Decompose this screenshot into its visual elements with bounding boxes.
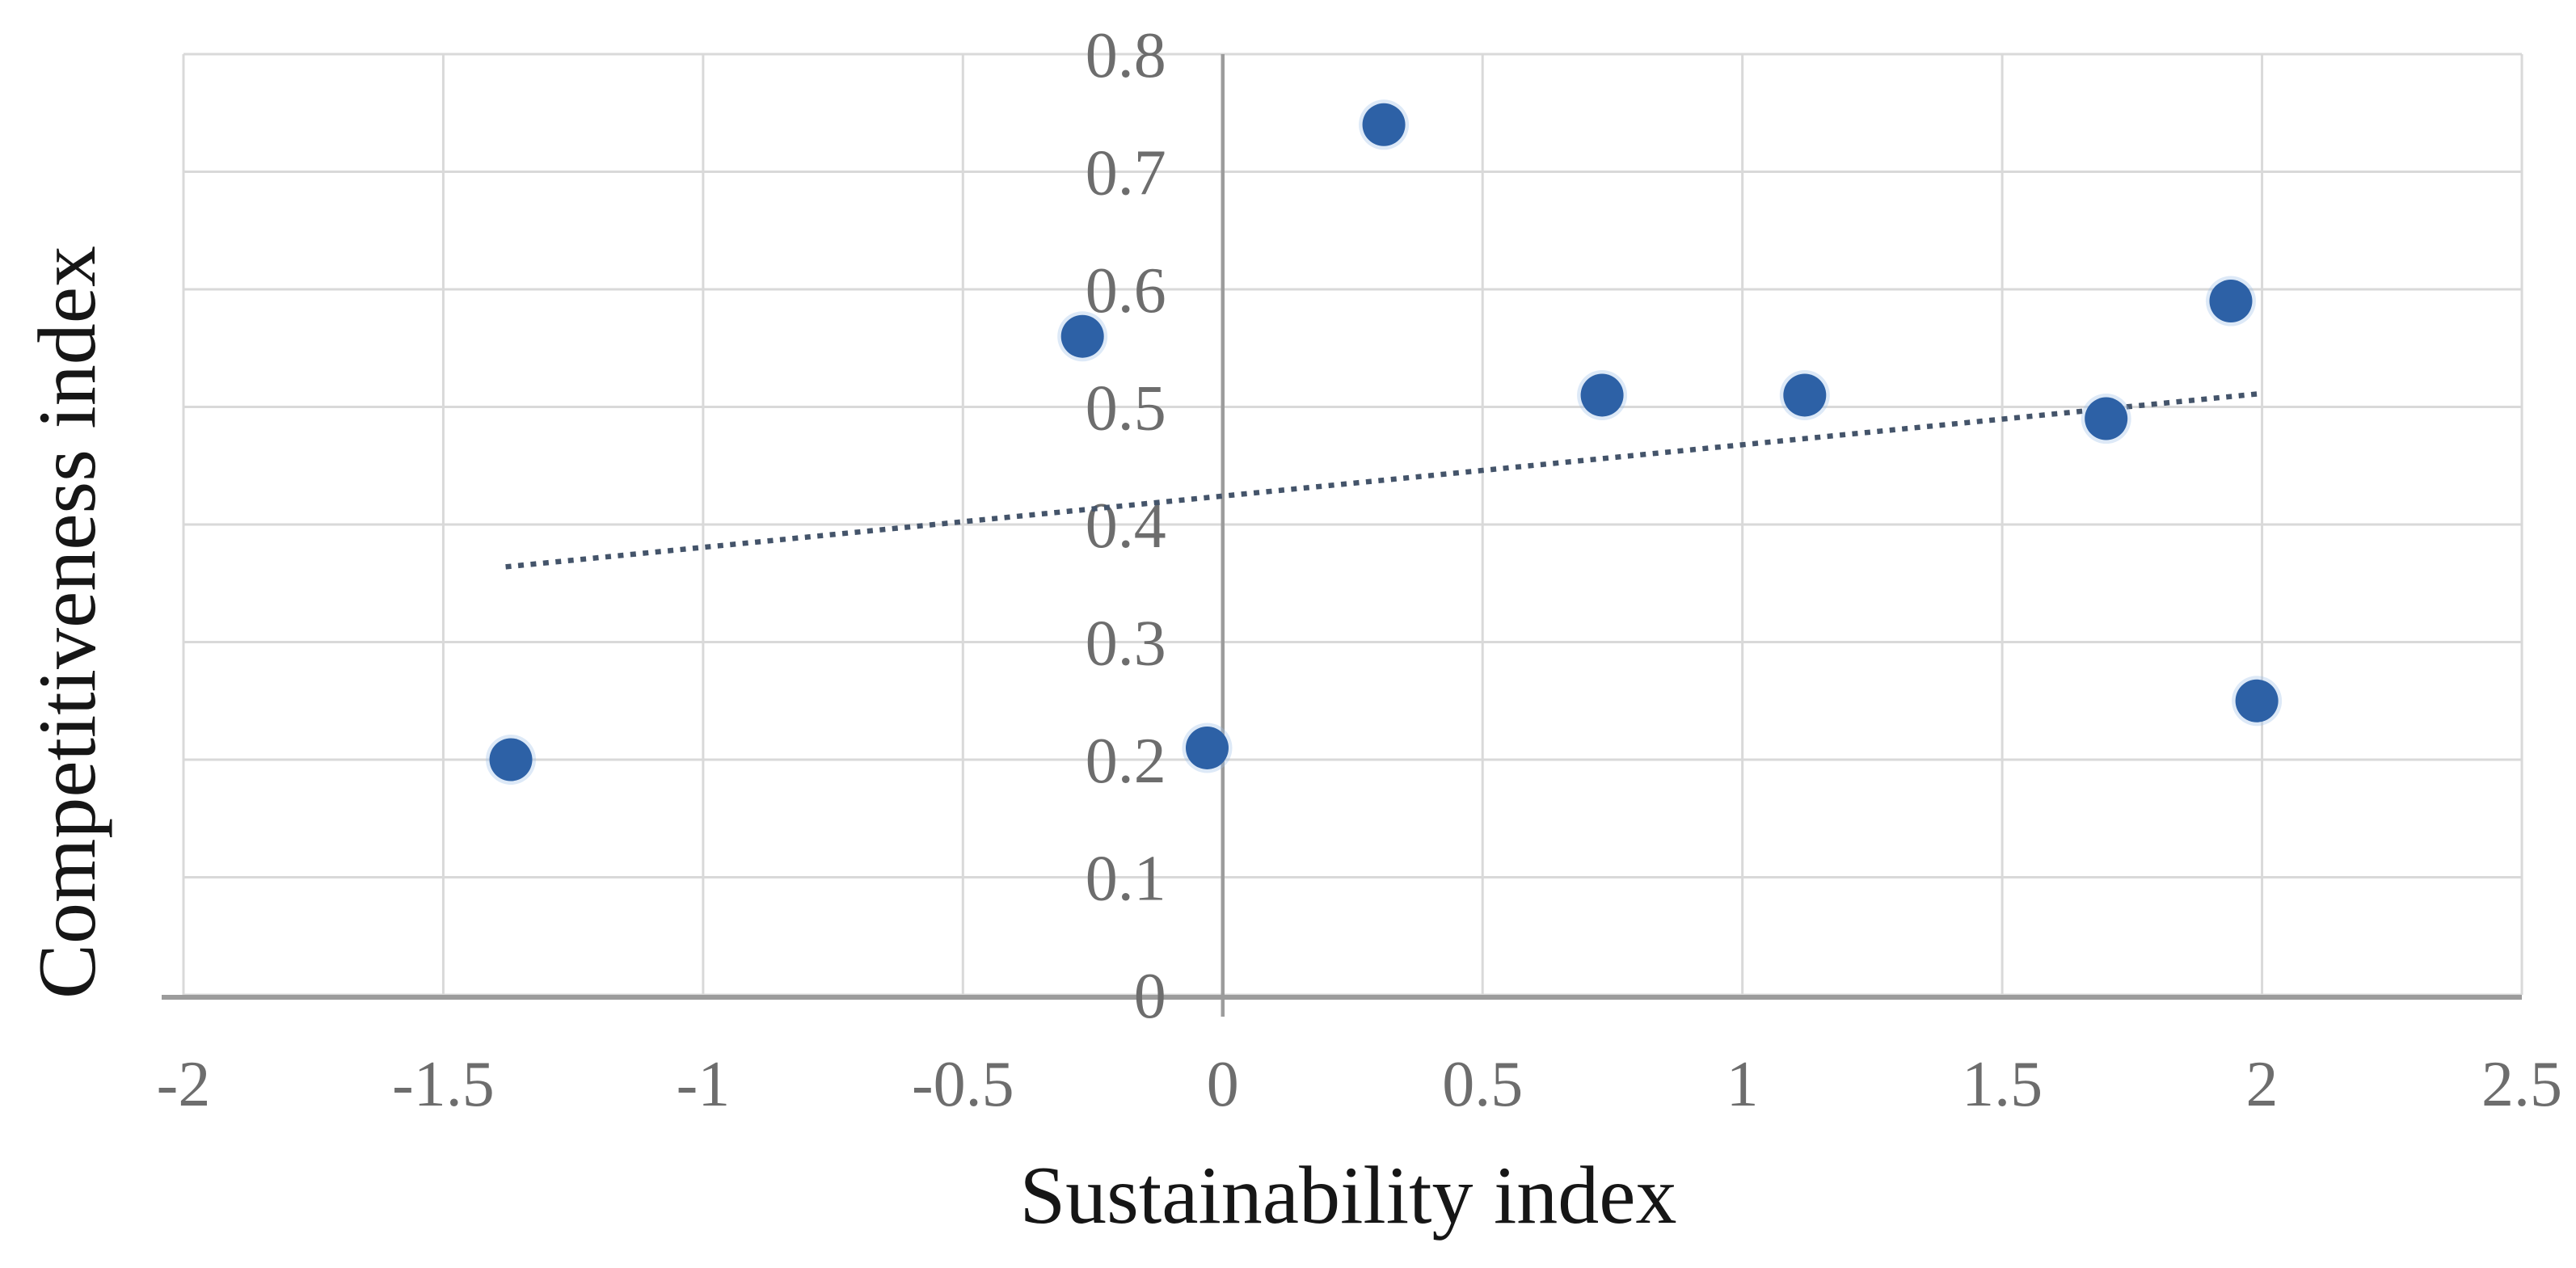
x-tick-label: 1.5 [1962, 1049, 2043, 1120]
x-tick-label: -1.5 [392, 1049, 495, 1120]
y-tick-label: 0.7 [1086, 138, 1166, 209]
x-tick-label: 0 [1207, 1049, 1239, 1120]
data-point [489, 738, 533, 781]
x-tick-label: 1 [1726, 1049, 1759, 1120]
y-tick-label: 0.2 [1086, 726, 1166, 797]
x-tick-label: -1 [677, 1049, 731, 1120]
data-point [2209, 280, 2253, 323]
x-tick-label: 2.5 [2481, 1049, 2562, 1120]
x-tick-label: -0.5 [912, 1049, 1014, 1120]
x-tick-label: -2 [157, 1049, 211, 1120]
y-tick-label: 0.5 [1086, 373, 1166, 444]
data-point [1185, 726, 1229, 769]
x-tick-label: 2 [2246, 1049, 2279, 1120]
data-point [1060, 314, 1104, 358]
data-point [1580, 373, 1624, 417]
x-axis-title: Sustainability index [1019, 1150, 1677, 1241]
y-tick-label: 0.4 [1086, 491, 1166, 562]
y-axis-title: Competitiveness index [21, 245, 113, 1000]
data-point [2235, 679, 2279, 722]
x-tick-label: 0.5 [1442, 1049, 1523, 1120]
data-point [2085, 397, 2128, 440]
y-tick-label: 0.8 [1086, 20, 1166, 91]
y-tick-label: 0.6 [1086, 255, 1166, 326]
data-point [1362, 103, 1406, 146]
y-tick-label: 0.3 [1086, 609, 1166, 680]
data-point [1783, 373, 1827, 417]
y-tick-label: 0.1 [1086, 844, 1166, 915]
y-tick-label: 0 [1134, 961, 1166, 1032]
trendline [505, 391, 2258, 570]
